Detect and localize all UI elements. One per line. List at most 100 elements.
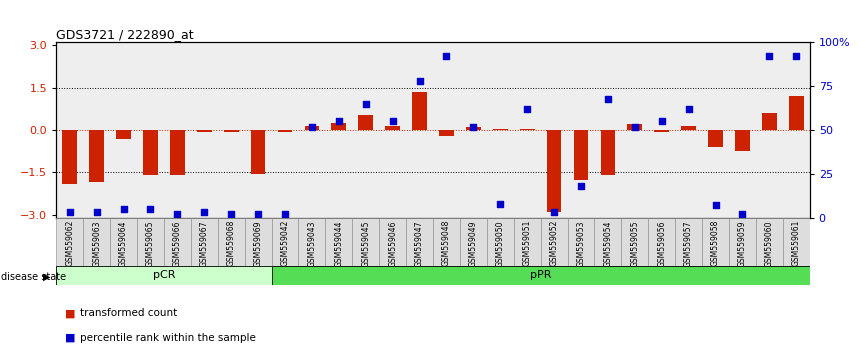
Point (197, 210, 211, 215)
Bar (729, 218, 756, 266)
Bar (170, 130, 184, 175)
Point (601, 96, 615, 101)
Text: GSM559045: GSM559045 (361, 220, 371, 267)
Point (440, 54, 454, 59)
Bar (83, 218, 110, 266)
Bar (359, 115, 373, 130)
Text: GSM559069: GSM559069 (254, 220, 262, 267)
Point (305, 124, 319, 130)
Bar (675, 218, 702, 266)
Bar (385, 126, 400, 130)
Bar (567, 218, 594, 266)
Bar (600, 130, 616, 175)
Bar (164, 218, 191, 266)
Bar (622, 218, 649, 266)
Bar (62, 130, 77, 184)
Bar (412, 92, 427, 130)
Text: GSM559043: GSM559043 (307, 220, 316, 267)
Bar (332, 123, 346, 130)
Point (655, 119, 669, 124)
Text: ▶: ▶ (42, 272, 50, 282)
Point (467, 124, 481, 130)
Bar (191, 218, 217, 266)
Point (682, 106, 695, 112)
Bar (783, 218, 810, 266)
Bar (56, 266, 272, 285)
Bar (546, 130, 561, 212)
Text: GSM559060: GSM559060 (765, 220, 774, 267)
Bar (272, 218, 299, 266)
Bar (223, 130, 239, 131)
Bar (756, 218, 783, 266)
Bar (573, 130, 588, 179)
Point (412, 78, 426, 84)
Text: GSM559042: GSM559042 (281, 220, 289, 267)
Bar (540, 218, 567, 266)
Bar (217, 218, 245, 266)
Point (117, 206, 131, 212)
Bar (116, 130, 131, 138)
Text: GSM559063: GSM559063 (92, 220, 101, 267)
Text: percentile rank within the sample: percentile rank within the sample (80, 333, 255, 343)
Text: pCR: pCR (152, 270, 175, 280)
Text: disease state: disease state (1, 272, 66, 282)
Bar (272, 266, 810, 285)
Bar (433, 218, 460, 266)
Bar (493, 129, 507, 130)
Point (574, 183, 588, 189)
Text: GSM559048: GSM559048 (442, 220, 451, 267)
Bar (110, 218, 137, 266)
Text: GSM559057: GSM559057 (684, 220, 693, 267)
Bar (379, 218, 406, 266)
Point (762, 54, 776, 59)
Text: GSM559046: GSM559046 (388, 220, 397, 267)
Point (251, 211, 265, 217)
Text: ■: ■ (65, 308, 75, 318)
Text: GSM559058: GSM559058 (711, 220, 720, 267)
Bar (514, 218, 540, 266)
Text: pPR: pPR (530, 270, 552, 280)
Bar (250, 130, 266, 174)
Text: GDS3721 / 222890_at: GDS3721 / 222890_at (56, 28, 194, 41)
Text: GSM559062: GSM559062 (65, 220, 74, 267)
Text: GSM559061: GSM559061 (792, 220, 801, 267)
Bar (789, 96, 804, 130)
Bar (649, 218, 675, 266)
Bar (245, 218, 272, 266)
Bar (702, 218, 729, 266)
Bar (299, 218, 326, 266)
Text: GSM559049: GSM559049 (469, 220, 478, 267)
Bar (708, 130, 723, 147)
Bar (460, 218, 487, 266)
Text: GSM559056: GSM559056 (657, 220, 666, 267)
Bar (137, 218, 164, 266)
Bar (89, 130, 104, 182)
Point (224, 211, 238, 217)
Bar (466, 127, 481, 130)
Point (144, 206, 158, 212)
Bar (487, 218, 514, 266)
Text: transformed count: transformed count (80, 308, 177, 318)
Point (520, 106, 534, 112)
Bar (406, 218, 433, 266)
Bar (594, 218, 621, 266)
Bar (278, 130, 293, 131)
Bar (326, 218, 352, 266)
Point (90, 210, 104, 215)
Point (385, 119, 399, 124)
Bar (143, 130, 158, 175)
Text: GSM559050: GSM559050 (495, 220, 505, 267)
Bar (627, 125, 643, 130)
Point (171, 211, 184, 217)
Point (494, 201, 507, 206)
Point (628, 124, 642, 130)
Bar (762, 113, 777, 130)
Text: GSM559052: GSM559052 (550, 220, 559, 267)
Point (278, 211, 292, 217)
Point (789, 54, 803, 59)
Text: GSM559059: GSM559059 (738, 220, 747, 267)
Bar (352, 218, 379, 266)
Bar (56, 218, 83, 266)
Text: GSM559051: GSM559051 (523, 220, 532, 267)
Point (332, 119, 346, 124)
